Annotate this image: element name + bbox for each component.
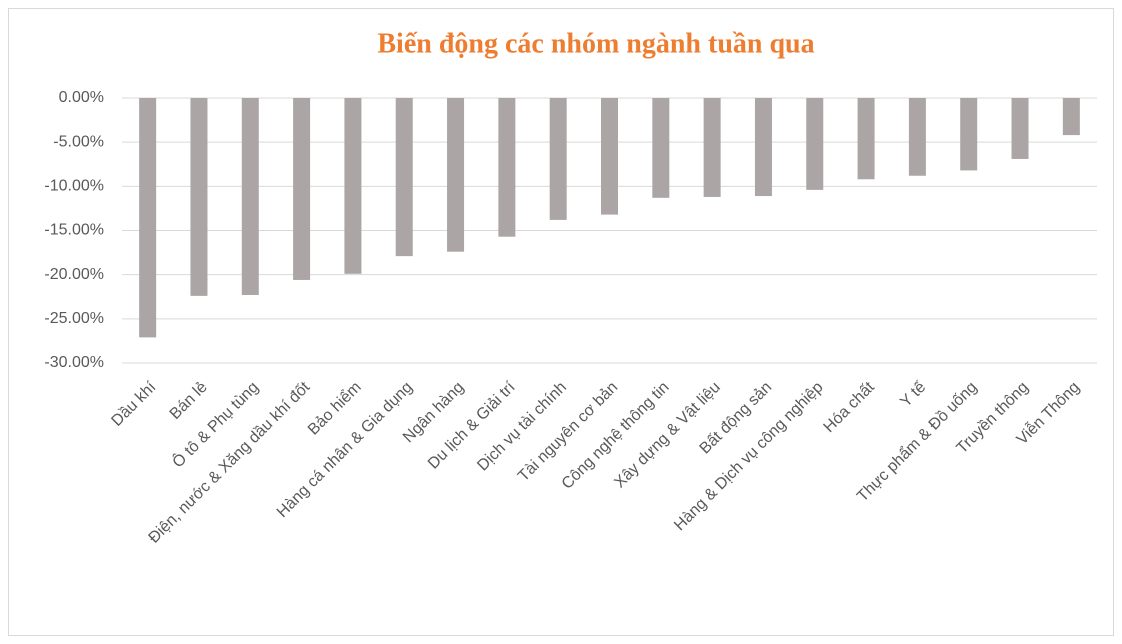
y-tick-label: 0.00% bbox=[59, 89, 104, 106]
bar bbox=[549, 98, 567, 220]
bar bbox=[806, 98, 824, 190]
bar bbox=[1011, 98, 1029, 159]
bar bbox=[703, 98, 721, 197]
bar bbox=[447, 98, 465, 252]
y-tick-label: -15.00% bbox=[44, 222, 104, 239]
bar bbox=[652, 98, 670, 198]
bar bbox=[498, 98, 516, 237]
y-tick-label: -20.00% bbox=[44, 266, 104, 283]
bar bbox=[1062, 98, 1080, 136]
bar bbox=[190, 98, 208, 296]
bar bbox=[908, 98, 926, 176]
y-tick-label: -30.00% bbox=[44, 354, 104, 371]
bar bbox=[754, 98, 772, 197]
y-tick-label: -5.00% bbox=[53, 133, 104, 150]
y-tick-label: -25.00% bbox=[44, 310, 104, 327]
bar bbox=[857, 98, 875, 180]
bar bbox=[395, 98, 413, 257]
bar bbox=[293, 98, 311, 280]
chart-title: Biến động các nhóm ngành tuần qua bbox=[377, 28, 814, 59]
bar bbox=[960, 98, 978, 171]
bar bbox=[344, 98, 362, 274]
y-tick-label: -10.00% bbox=[44, 178, 104, 195]
bar bbox=[241, 98, 259, 295]
bar bbox=[139, 98, 157, 338]
bar bbox=[601, 98, 618, 215]
